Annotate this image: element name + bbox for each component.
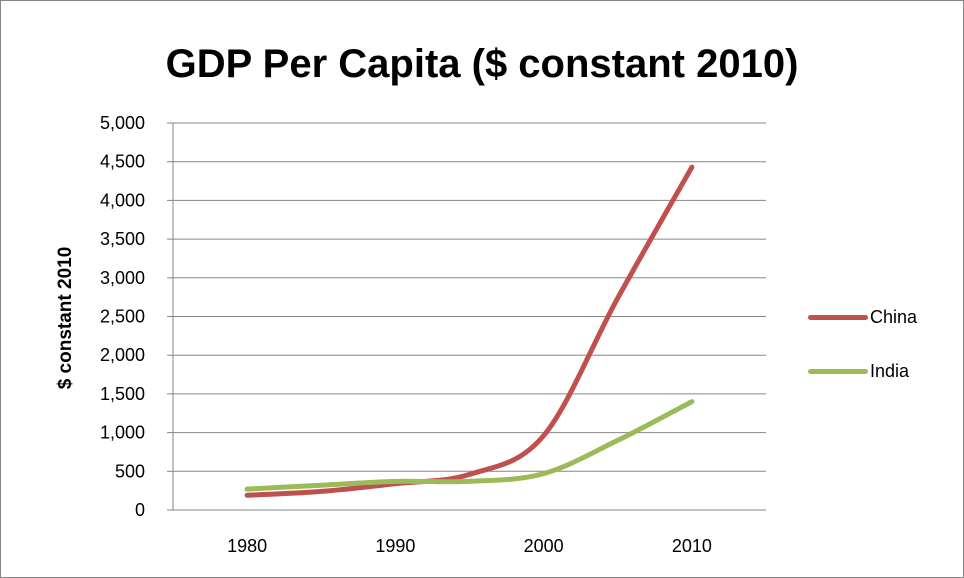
x-tick-label: 1980 bbox=[227, 536, 267, 556]
series-lines bbox=[244, 164, 695, 498]
y-tick-label: 1,500 bbox=[100, 384, 145, 404]
legend-swatch-india bbox=[808, 368, 868, 374]
y-tick-labels: 0 500 1,000 1,500 2,000 2,500 3,000 3,500 4,000 4… bbox=[100, 113, 145, 520]
legend-item-india: India bbox=[808, 344, 958, 398]
chart-title: GDP Per Capita ($ constant 2010) bbox=[165, 42, 799, 86]
gridlines bbox=[173, 122, 766, 472]
x-tick-label: 2010 bbox=[672, 536, 712, 556]
y-tick-label: 4,500 bbox=[100, 152, 145, 172]
y-tick-label: 1,000 bbox=[100, 423, 145, 443]
y-tick-label: 0 bbox=[135, 500, 145, 520]
y-tick-label: 5,000 bbox=[100, 113, 145, 133]
legend: China India bbox=[808, 290, 958, 398]
y-tick-label: 2,000 bbox=[100, 345, 145, 365]
x-tick-label: 1990 bbox=[375, 536, 415, 556]
legend-item-china: China bbox=[808, 290, 958, 344]
x-tick-labels: 1980 1990 2000 2010 bbox=[227, 536, 712, 556]
axes bbox=[167, 122, 766, 511]
x-tick-label: 2000 bbox=[524, 536, 564, 556]
series-line-china bbox=[244, 164, 695, 498]
y-tick-label: 500 bbox=[115, 461, 145, 481]
y-tick-label: 3,500 bbox=[100, 229, 145, 249]
legend-swatch-china bbox=[808, 314, 868, 320]
legend-label-china: China bbox=[870, 306, 918, 327]
y-tick-label: 2,500 bbox=[100, 307, 145, 327]
y-tick-label: 3,000 bbox=[100, 268, 145, 288]
legend-label-india: India bbox=[870, 360, 910, 381]
y-tick-label: 4,000 bbox=[100, 190, 145, 210]
series-line-india bbox=[244, 399, 695, 492]
